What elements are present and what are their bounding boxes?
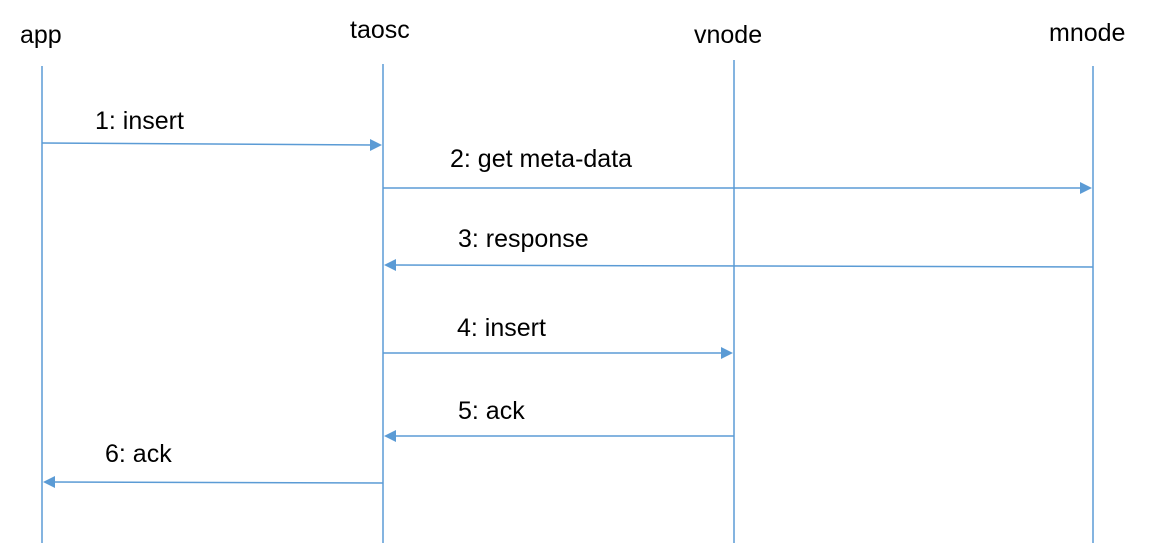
arrowhead-icon <box>384 259 396 271</box>
message-label: 5: ack <box>458 397 525 425</box>
message-label: 4: insert <box>457 314 546 342</box>
arrowhead-icon <box>384 430 396 442</box>
message-3: 3: response <box>384 225 1094 271</box>
message-1: 1: insert <box>41 107 382 151</box>
message-6: 6: ack <box>43 440 384 488</box>
message-label: 2: get meta-data <box>450 145 632 173</box>
message-arrow-line <box>393 264 1094 268</box>
arrowhead-icon <box>721 347 733 359</box>
message-label: 3: response <box>458 225 589 253</box>
arrowhead-icon <box>370 139 382 151</box>
participant-label-app: app <box>20 21 62 49</box>
arrowhead-icon <box>43 476 55 488</box>
participant-label-taosc: taosc <box>350 16 410 44</box>
message-4: 4: insert <box>383 314 733 359</box>
message-arrow-line <box>41 142 373 146</box>
message-label: 6: ack <box>105 440 172 468</box>
participant-label-mnode: mnode <box>1049 19 1125 47</box>
message-arrow-line <box>52 481 384 484</box>
message-label: 1: insert <box>95 107 184 135</box>
arrowhead-icon <box>1080 182 1092 194</box>
message-2: 2: get meta-data <box>383 145 1092 194</box>
message-5: 5: ack <box>384 397 734 442</box>
participant-label-vnode: vnode <box>694 21 762 49</box>
